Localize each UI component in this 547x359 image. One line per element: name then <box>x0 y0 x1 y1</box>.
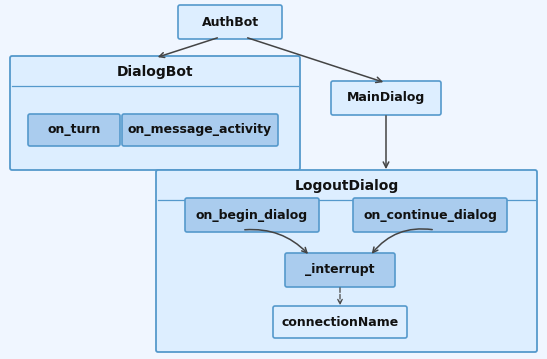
FancyBboxPatch shape <box>156 170 537 352</box>
Text: on_message_activity: on_message_activity <box>128 123 272 136</box>
FancyBboxPatch shape <box>273 306 407 338</box>
FancyBboxPatch shape <box>331 81 441 115</box>
FancyBboxPatch shape <box>10 56 300 170</box>
Text: MainDialog: MainDialog <box>347 92 425 104</box>
Text: LogoutDialog: LogoutDialog <box>294 179 399 193</box>
Text: AuthBot: AuthBot <box>201 15 259 28</box>
Text: _interrupt: _interrupt <box>305 264 375 276</box>
Text: DialogBot: DialogBot <box>117 65 193 79</box>
FancyBboxPatch shape <box>285 253 395 287</box>
FancyBboxPatch shape <box>28 114 120 146</box>
FancyBboxPatch shape <box>178 5 282 39</box>
FancyBboxPatch shape <box>185 198 319 232</box>
Text: on_begin_dialog: on_begin_dialog <box>196 209 308 222</box>
Text: on_turn: on_turn <box>47 123 101 136</box>
FancyBboxPatch shape <box>122 114 278 146</box>
Text: on_continue_dialog: on_continue_dialog <box>363 209 497 222</box>
FancyBboxPatch shape <box>353 198 507 232</box>
Text: connectionName: connectionName <box>281 316 399 328</box>
